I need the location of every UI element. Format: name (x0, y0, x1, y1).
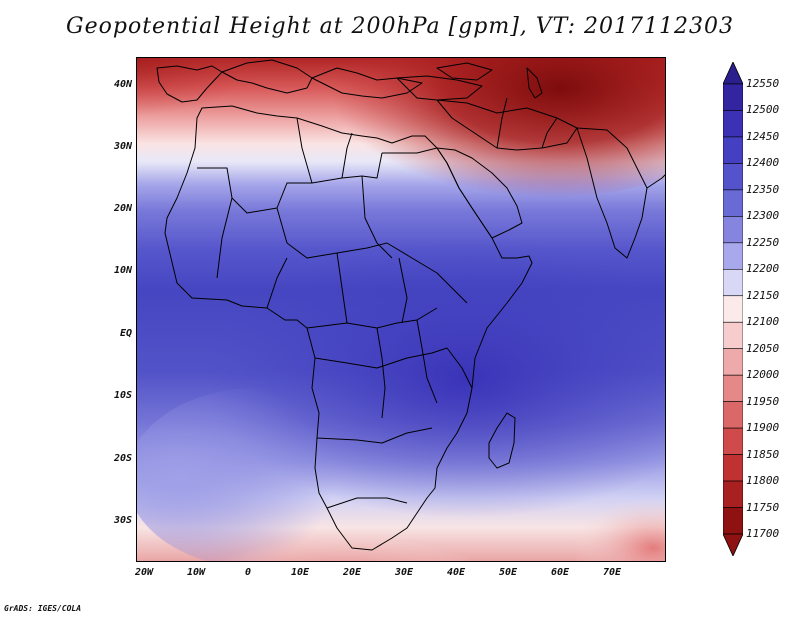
colorbar-swatch (723, 454, 743, 482)
colorbar-label: 12300 (746, 209, 780, 223)
lat-label-40n: 40N (113, 79, 132, 90)
colorbar-swatch (723, 110, 743, 138)
lon-label-20e: 20E (342, 567, 362, 578)
colorbar-swatch (723, 83, 743, 111)
colorbar-label: 12450 (746, 129, 780, 143)
map-plot-area (136, 57, 666, 562)
lat-label-20n: 20N (113, 203, 132, 214)
colorbar-label: 12000 (746, 368, 780, 382)
lat-label-10n: 10N (113, 265, 132, 276)
lon-label-50e: 50E (498, 567, 518, 578)
lon-label-70e: 70E (602, 567, 622, 578)
colorbar-swatch (723, 216, 743, 244)
lon-label-10w: 10W (186, 567, 206, 578)
colorbar-label: 12200 (746, 262, 780, 276)
colorbar-swatch (723, 268, 743, 297)
colorbar-label: 12150 (746, 288, 780, 302)
colorbar-bottom-arrow (723, 533, 743, 556)
colorbar-label: 12550 (746, 77, 780, 90)
colorbar-label: 12500 (746, 103, 780, 117)
colorbar-swatch (723, 348, 743, 376)
colorbar-label: 12100 (746, 315, 780, 329)
lon-label-30e: 30E (394, 567, 414, 578)
lat-label-30s: 30S (113, 515, 132, 526)
colorbar-label: 12050 (746, 341, 780, 355)
colorbar-label: 11700 (746, 527, 780, 540)
map-title: Geopotential Height at 200hPa [gpm], VT:… (66, 14, 734, 39)
lat-label-20s: 20S (113, 453, 132, 464)
lon-label-20w: 20W (134, 567, 154, 578)
colorbar-swatch (723, 401, 743, 429)
lat-label-10s: 10S (113, 390, 132, 401)
lon-label-0: 0 (244, 567, 252, 578)
colorbar-label: 12250 (746, 235, 780, 249)
colorbar-swatch (723, 507, 743, 535)
colorbar-label: 12350 (746, 182, 780, 196)
colorbar-label: 11800 (746, 474, 780, 488)
colorbar-swatch (723, 189, 743, 217)
geopotential-height-map (137, 58, 665, 561)
colorbar-label: 11900 (746, 421, 780, 435)
colorbar-swatch (723, 374, 743, 402)
coastline-outline (156, 59, 665, 551)
colorbar-swatch (723, 321, 743, 350)
colorbar (723, 62, 743, 556)
colorbar-swatch (723, 295, 743, 323)
credit-text: GrADS: IGES/COLA (4, 604, 82, 613)
lon-label-10e: 10E (290, 567, 310, 578)
lat-label-eq: EQ (119, 328, 132, 339)
colorbar-label: 12400 (746, 156, 780, 170)
colorbar-label: 11850 (746, 447, 780, 461)
colorbar-top-arrow (723, 62, 743, 85)
lon-label-60e: 60E (550, 567, 570, 578)
colorbar-swatch (723, 163, 743, 191)
lon-label-40e: 40E (446, 567, 466, 578)
lat-label-30n: 30N (113, 141, 132, 152)
colorbar-swatch (723, 242, 743, 270)
colorbar-swatch (723, 136, 743, 164)
colorbar-swatch (723, 480, 743, 508)
colorbar-swatch (723, 427, 743, 455)
colorbar-label: 11750 (746, 500, 780, 514)
colorbar-label: 11950 (746, 394, 780, 408)
